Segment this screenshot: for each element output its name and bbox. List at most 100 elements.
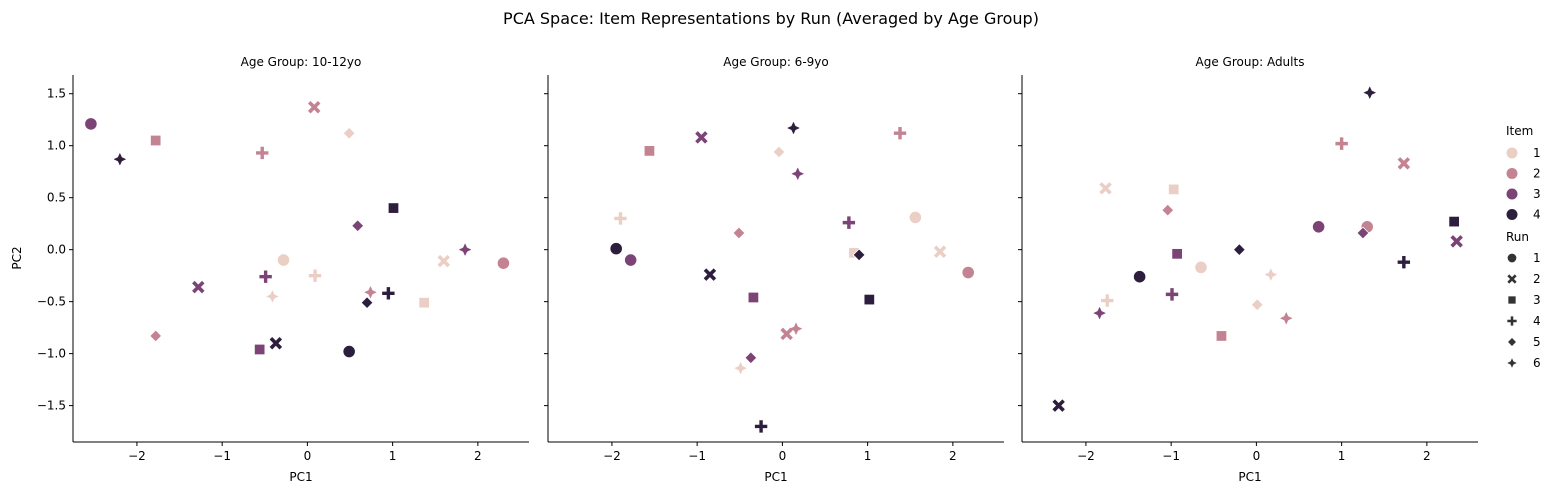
data-point-item1-run6 <box>734 361 747 375</box>
legend-run-marker <box>1507 358 1517 368</box>
legend-run-marker <box>1507 253 1517 263</box>
data-point-item1-run5 <box>772 145 786 159</box>
y-tick-label: −1.0 <box>37 347 66 361</box>
data-point-item2-run6 <box>789 322 803 336</box>
x-axis-label: PC1 <box>289 470 312 484</box>
legend-run-marker <box>1507 337 1517 347</box>
data-point-item4-run4 <box>754 420 768 433</box>
legend-run-label: 3 <box>1533 293 1541 307</box>
data-point-item2-run2 <box>307 100 321 114</box>
data-point-item1-run4 <box>308 269 322 282</box>
legend-item-entry: 1 <box>1506 146 1541 160</box>
data-point-item4-run6 <box>787 121 800 135</box>
data-point-item3-run4 <box>259 270 272 283</box>
data-point-item4-run4 <box>1397 255 1411 269</box>
data-point-item2-run4 <box>256 146 269 160</box>
legend-run-entry: 1 <box>1507 251 1541 265</box>
x-tick-label: −2 <box>1077 449 1095 463</box>
data-point-item4-run1 <box>342 344 356 359</box>
legend-run-label: 4 <box>1533 314 1541 328</box>
data-point-item1-run3 <box>1168 183 1180 196</box>
data-point-item2-run3 <box>643 145 656 157</box>
x-tick-label: 2 <box>949 449 957 463</box>
legend-item-swatch <box>1506 188 1518 200</box>
data-point-item3-run4 <box>842 216 856 229</box>
x-tick-label: 2 <box>1423 449 1431 463</box>
data-point-item1-run6 <box>266 290 279 303</box>
data-point-item3-run5 <box>744 351 758 365</box>
data-point-item4-run5 <box>852 248 866 262</box>
legend-item-swatch <box>1506 147 1518 159</box>
data-point-item2-run6 <box>1279 311 1293 325</box>
x-tick-label: −1 <box>688 449 706 463</box>
data-point-item4-run2 <box>703 268 717 281</box>
data-point-item3-run2 <box>192 280 205 294</box>
data-point-item3-run1 <box>624 253 638 267</box>
data-point-item1-run4 <box>1101 294 1114 307</box>
legend-run-entry: 4 <box>1507 314 1541 328</box>
y-tick-label: −1.5 <box>37 399 66 413</box>
y-axis-label: PC2 <box>10 246 24 269</box>
legend-item-title: Item <box>1506 124 1533 138</box>
legend-item-entry: 4 <box>1506 208 1541 222</box>
facet-panel: Age Group: 10-12yo −2 −1 0 1 2 1.5 1.0 0.5 0.0 −0.… <box>37 55 529 484</box>
data-point-item3-run1 <box>84 117 98 131</box>
x-tick-label: −1 <box>1162 449 1180 463</box>
y-tick-label: −0.5 <box>37 295 66 309</box>
data-point-item4-run2 <box>269 336 283 350</box>
data-point-item1-run4 <box>614 212 627 225</box>
facet-panel: Age Group: 6-9yo −2 −1 0 1 2 PC1 <box>544 55 1004 484</box>
data-point-item4-run1 <box>609 242 623 256</box>
x-tick-label: 1 <box>389 449 397 463</box>
data-point-item2-run3 <box>150 134 162 147</box>
data-point-item2-run4 <box>1335 137 1348 150</box>
data-point-item4-run3 <box>1448 215 1460 228</box>
data-point-item4-run1 <box>1133 270 1147 284</box>
data-point-item4-run6 <box>1363 86 1377 100</box>
legend-run-marker <box>1507 274 1517 284</box>
legend-item-label: 4 <box>1533 208 1541 222</box>
x-axis-label: PC1 <box>764 470 787 484</box>
data-point-item4-run4 <box>382 287 395 300</box>
data-point-item1-run3 <box>418 297 430 309</box>
data-point-item1-run1 <box>1194 260 1208 274</box>
data-point-item1-run5 <box>342 126 356 140</box>
legend-run-entry: 5 <box>1507 335 1541 349</box>
data-point-item3-run3 <box>1171 248 1183 260</box>
legend-run-label: 6 <box>1533 356 1541 370</box>
data-point-item3-run5 <box>1356 226 1370 240</box>
data-point-item3-run5 <box>351 219 365 233</box>
x-tick-label: 0 <box>1253 449 1261 463</box>
data-point-item1-run2 <box>1099 182 1112 195</box>
data-point-item1-run1 <box>908 210 922 225</box>
legend-item-label: 1 <box>1533 146 1541 160</box>
legend-run-entry: 6 <box>1507 356 1541 370</box>
data-point-item3-run3 <box>253 343 266 356</box>
legend-item-entry: 2 <box>1506 167 1541 181</box>
data-point-item3-run6 <box>458 243 472 257</box>
data-point-item3-run1 <box>1312 220 1326 234</box>
data-point-item4-run5 <box>360 296 374 310</box>
data-point-item1-run2 <box>437 254 450 268</box>
data-point-item4-run3 <box>863 293 876 306</box>
legend-run-label: 1 <box>1533 251 1541 265</box>
y-tick-label: 0.0 <box>47 243 66 257</box>
data-point-item1-run6 <box>1264 268 1278 281</box>
y-tick-label: 1.0 <box>47 139 66 153</box>
x-tick-label: 1 <box>864 449 872 463</box>
data-point-item2-run5 <box>1161 203 1175 217</box>
data-point-item4-run3 <box>387 202 400 214</box>
x-tick-label: −2 <box>128 449 146 463</box>
facet-title: Age Group: Adults <box>1196 55 1305 69</box>
data-point-item4-run5 <box>1232 243 1246 257</box>
data-point-item3-run2 <box>695 131 708 144</box>
x-tick-label: 0 <box>304 449 312 463</box>
chart-title: PCA Space: Item Representations by Run (… <box>503 9 1039 28</box>
data-point-item2-run6 <box>364 285 377 299</box>
y-tick-label: 1.5 <box>47 87 66 101</box>
facet-title: Age Group: 10-12yo <box>241 55 362 69</box>
legend-run-marker <box>1507 316 1517 326</box>
data-point-item3-run2 <box>1450 235 1463 248</box>
